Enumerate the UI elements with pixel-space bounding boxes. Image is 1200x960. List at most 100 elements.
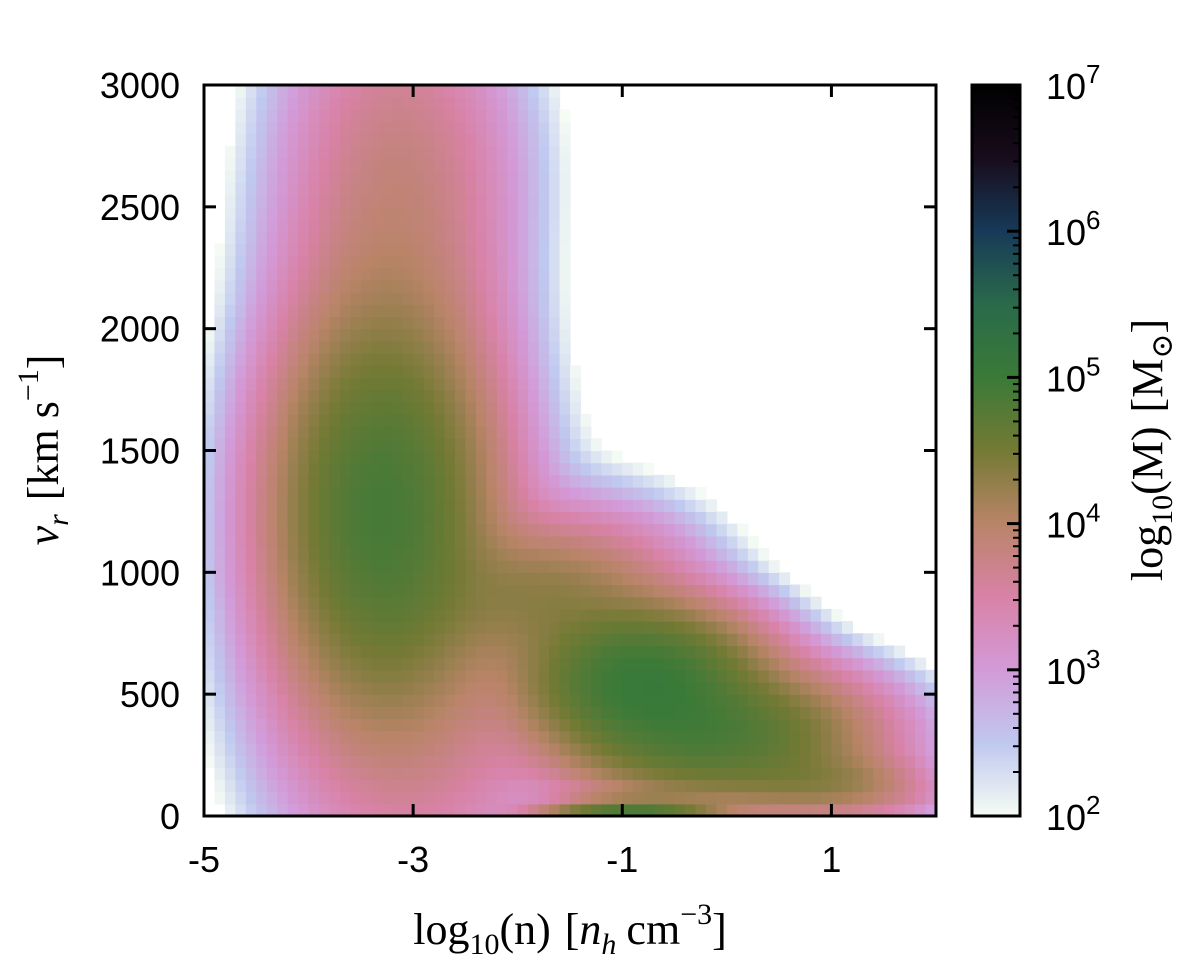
heatmap-cell	[413, 438, 425, 452]
heatmap-cell	[549, 255, 561, 269]
heatmap-cell	[538, 145, 550, 159]
heatmap-cell	[256, 657, 268, 671]
heatmap-cell	[517, 243, 529, 257]
heatmap-cell	[444, 621, 456, 634]
heatmap-cell	[350, 401, 362, 415]
heatmap-cell	[496, 572, 508, 586]
heatmap-cell	[245, 779, 257, 793]
heatmap-cell	[277, 219, 289, 232]
heatmap-cell	[695, 681, 707, 695]
heatmap-cell	[308, 206, 320, 220]
heatmap-cell	[360, 377, 372, 391]
heatmap-cell	[664, 487, 676, 500]
heatmap-cell	[465, 316, 477, 330]
heatmap-cell	[632, 706, 644, 720]
heatmap-cell	[402, 267, 414, 281]
heatmap-cell	[224, 474, 236, 488]
heatmap-cell	[308, 487, 320, 500]
heatmap-cell	[402, 243, 414, 257]
heatmap-cell	[894, 694, 906, 707]
heatmap-cell	[454, 109, 467, 123]
heatmap-cell	[204, 340, 216, 354]
heatmap-cell	[517, 547, 529, 561]
heatmap-cell	[695, 803, 707, 816]
heatmap-cell	[852, 779, 864, 793]
heatmap-cell	[434, 328, 446, 342]
heatmap-cell	[319, 219, 331, 232]
heatmap-cell	[298, 170, 310, 184]
heatmap-cell	[360, 243, 372, 257]
heatmap-cell	[873, 803, 885, 816]
heatmap-cell	[695, 487, 707, 500]
heatmap-cell	[611, 730, 623, 744]
heatmap-cell	[475, 231, 487, 244]
heatmap-cell	[266, 121, 278, 135]
heatmap-cell	[685, 596, 697, 610]
heatmap-cell	[653, 742, 665, 756]
colorbar-tick-label: 106	[1046, 205, 1101, 253]
heatmap-cell	[371, 438, 383, 452]
heatmap-cell	[549, 474, 561, 488]
heatmap-cell	[475, 803, 487, 816]
heatmap-cell	[329, 584, 341, 598]
heatmap-cell	[643, 645, 655, 659]
heatmap-cell	[245, 206, 257, 220]
heatmap-cell	[204, 499, 216, 513]
heatmap-cell	[517, 645, 529, 659]
heatmap-cell	[705, 742, 717, 756]
heatmap-cell	[287, 389, 299, 403]
heatmap-cell	[475, 389, 487, 403]
heatmap-cell	[894, 730, 906, 744]
heatmap-cell	[507, 328, 519, 342]
heatmap-cell	[413, 584, 425, 598]
heatmap-cell	[204, 608, 216, 622]
heatmap-cell	[528, 608, 540, 622]
heatmap-cell	[402, 742, 414, 756]
heatmap-cell	[339, 730, 351, 744]
heatmap-cell	[820, 633, 833, 647]
heatmap-cell	[319, 121, 331, 135]
heatmap-cell	[350, 621, 362, 634]
heatmap-cell	[800, 791, 812, 805]
heatmap-cell	[632, 499, 644, 513]
heatmap-cell	[371, 596, 383, 610]
heatmap-cell	[392, 730, 404, 744]
heatmap-cell	[392, 267, 404, 281]
heatmap-cell	[371, 535, 383, 549]
heatmap-cell	[611, 779, 623, 793]
heatmap-cell	[423, 389, 435, 403]
heatmap-cell	[507, 340, 519, 354]
heatmap-cell	[465, 255, 477, 269]
heatmap-cell	[308, 85, 320, 98]
heatmap-cell	[674, 560, 686, 573]
heatmap-cell	[517, 182, 529, 196]
heatmap-cell	[319, 608, 331, 622]
heatmap-cell	[256, 231, 268, 244]
heatmap-cell	[287, 767, 299, 781]
heatmap-cell	[559, 316, 571, 330]
heatmap-cell	[235, 109, 247, 123]
heatmap-cell	[486, 584, 498, 598]
heatmap-cell	[611, 547, 623, 561]
heatmap-cell	[277, 450, 289, 464]
heatmap-cell	[339, 340, 351, 354]
heatmap-cell	[737, 633, 749, 647]
heatmap-cell	[360, 279, 372, 293]
heatmap-cell	[779, 645, 791, 659]
heatmap-cell	[496, 279, 508, 293]
heatmap-cell	[559, 426, 571, 439]
heatmap-cell	[277, 803, 289, 816]
heatmap-cell	[235, 194, 247, 208]
heatmap-cell	[381, 779, 393, 793]
heatmap-cell	[402, 523, 414, 537]
heatmap-cell	[528, 803, 540, 816]
heatmap-cell	[256, 353, 268, 366]
heatmap-cell	[224, 377, 236, 391]
heatmap-cell	[685, 523, 697, 537]
heatmap-cell	[820, 718, 833, 732]
heatmap-cell	[245, 145, 257, 159]
heatmap-cell	[726, 730, 738, 744]
heatmap-cell	[454, 730, 467, 744]
heatmap-cell	[894, 742, 906, 756]
heatmap-cell	[381, 231, 393, 244]
